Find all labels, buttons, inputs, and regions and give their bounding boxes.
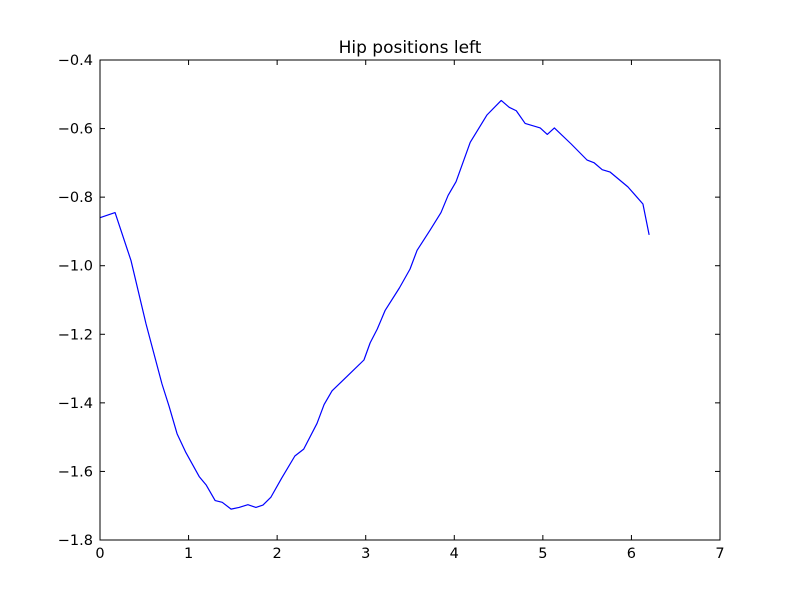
x-tick-label: 5 bbox=[538, 546, 547, 562]
y-tick-label: −1.8 bbox=[58, 533, 93, 549]
x-tick-label: 2 bbox=[273, 546, 282, 562]
series-line-0 bbox=[99, 99, 650, 510]
x-tick-label: 6 bbox=[627, 546, 636, 562]
x-tick-label: 4 bbox=[450, 546, 459, 562]
x-tick-label: 7 bbox=[715, 546, 724, 562]
y-tick-label: −0.8 bbox=[58, 190, 93, 206]
x-tick-label: 1 bbox=[184, 546, 193, 562]
y-tick-label: −0.6 bbox=[58, 122, 93, 138]
y-tick-label: −0.4 bbox=[58, 53, 93, 69]
x-tick-label: 0 bbox=[95, 546, 104, 562]
chart-title: Hip positions left bbox=[339, 38, 482, 58]
plot-area: 0 1 2 3 4 5 6 7 −0.4 −0.6 −0.8 −1.0 −1.2 −1.4 −1.6 −1.8 bbox=[58, 53, 725, 562]
y-tick-label: −1.2 bbox=[58, 327, 93, 343]
y-tick-label: −1.0 bbox=[58, 259, 93, 275]
y-tick-label: −1.6 bbox=[58, 464, 93, 480]
x-tick-label: 3 bbox=[361, 546, 370, 562]
y-tick-label: −1.4 bbox=[58, 396, 93, 412]
axes-frame bbox=[99, 59, 721, 541]
